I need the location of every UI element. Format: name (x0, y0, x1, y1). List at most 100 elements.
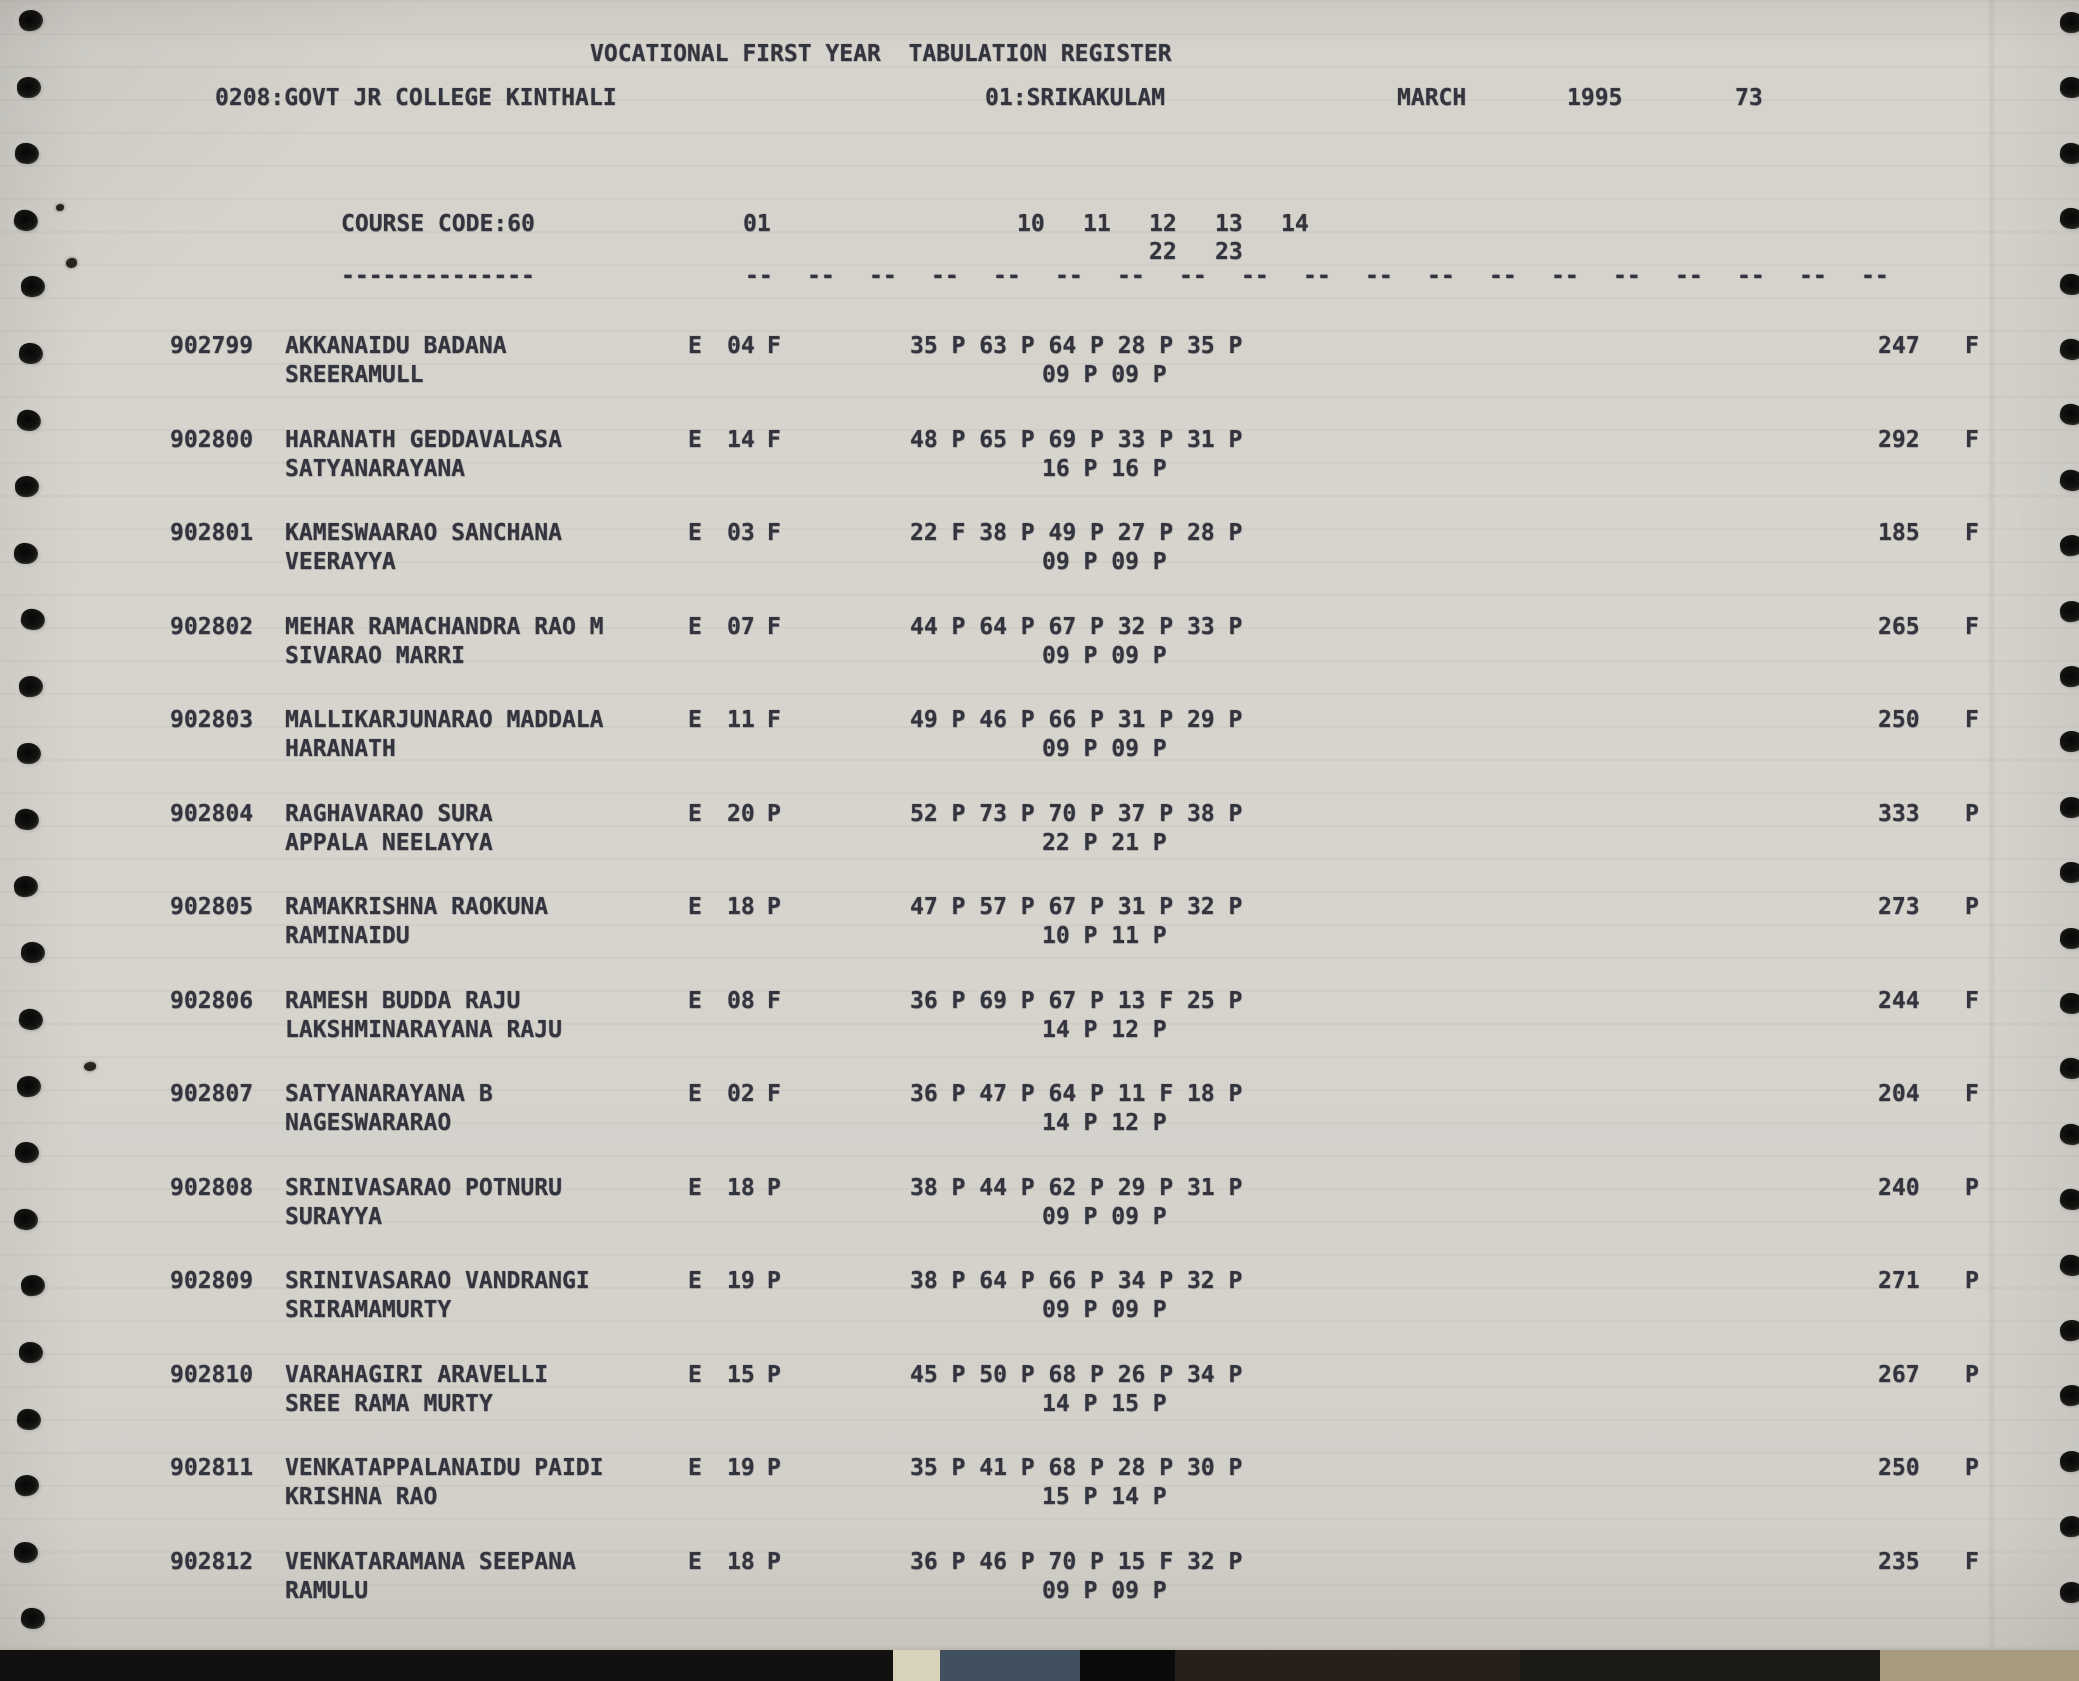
final-result: F (1965, 427, 1979, 453)
student-name-line1: RAMESH BUDDA RAJU (285, 988, 521, 1014)
punch-hole (2058, 533, 2079, 558)
punch-hole (14, 142, 41, 166)
punch-hole (18, 342, 44, 365)
paper01-result: F (767, 988, 781, 1014)
total-marks: 185 (1878, 520, 1920, 546)
subject-marks-line2: 09 P 09 P (1042, 736, 1167, 762)
punch-hole (2059, 796, 2079, 818)
column-dash: -- (993, 263, 1021, 289)
subject-marks-line2: 09 P 09 P (1042, 549, 1167, 575)
column-dash: -- (807, 263, 835, 289)
desk-shadow (1520, 1650, 1880, 1681)
punch-hole (2058, 1384, 2079, 1408)
final-result: F (1965, 1549, 1979, 1575)
ink-speck (66, 258, 77, 268)
column-header-subject: 12 (1149, 211, 1177, 237)
subject-marks-line2: 22 P 21 P (1042, 830, 1167, 856)
student-name-line2: APPALA NEELAYYA (285, 830, 493, 856)
subject-marks-line2: 09 P 09 P (1042, 1297, 1167, 1323)
paper01-result: F (767, 520, 781, 546)
punch-hole (2059, 927, 2079, 950)
paper01-marks: 19 (727, 1268, 755, 1294)
punch-hole (2058, 1252, 2079, 1278)
total-marks: 240 (1878, 1175, 1920, 1201)
student-roll-number: 902801 (170, 520, 254, 546)
final-result: F (1965, 614, 1979, 640)
desk-background (0, 1650, 2079, 1681)
student-roll-number: 902807 (170, 1081, 254, 1107)
paper01-marks: 08 (727, 988, 755, 1014)
paper01-marks: 07 (727, 614, 755, 640)
student-roll-number: 902811 (170, 1455, 254, 1481)
medium-code: E (688, 988, 702, 1014)
student-name-line2: SRIRAMAMURTY (285, 1297, 452, 1323)
student-roll-number: 902808 (170, 1175, 254, 1201)
paper-stack-edge (893, 1650, 940, 1681)
punch-hole (2058, 337, 2079, 362)
paper01-result: P (767, 1268, 781, 1294)
subject-marks-line2: 09 P 09 P (1042, 1578, 1167, 1604)
punch-hole (13, 542, 39, 565)
course-code-underline: -------------- (341, 263, 535, 289)
paper01-marks: 18 (727, 1175, 755, 1201)
total-marks: 265 (1878, 614, 1920, 640)
paper01-result: P (767, 894, 781, 920)
punch-hole (2058, 1122, 2079, 1147)
punch-hole (19, 607, 47, 633)
subject-marks-line2: 09 P 09 P (1042, 643, 1167, 669)
student-name-line1: VENKATARAMANA SEEPANA (285, 1549, 576, 1575)
student-name-line2: SURAYYA (285, 1204, 382, 1230)
paper01-marks: 20 (727, 801, 755, 827)
punch-hole (15, 1142, 40, 1164)
medium-code: E (688, 1268, 702, 1294)
final-result: P (1965, 1175, 1979, 1201)
page-number: 73 (1735, 85, 1763, 111)
medium-code: E (688, 1455, 702, 1481)
course-code-label: COURSE CODE:60 (341, 211, 535, 237)
total-marks: 267 (1878, 1362, 1920, 1388)
student-name-line1: AKKANAIDU BADANA (285, 333, 507, 359)
paper-fold-crease (1988, 0, 1996, 1652)
final-result: P (1965, 801, 1979, 827)
punch-hole (2059, 142, 2079, 165)
column-dash: -- (869, 263, 897, 289)
column-header-subject: 11 (1083, 211, 1111, 237)
student-name-line1: MEHAR RAMACHANDRA RAO M (285, 614, 604, 640)
student-roll-number: 902812 (170, 1549, 254, 1575)
ink-speck (56, 204, 64, 211)
column-dash: -- (1179, 263, 1207, 289)
punch-hole (16, 1074, 43, 1098)
punch-hole (16, 1407, 43, 1431)
student-name-line2: HARANATH (285, 736, 396, 762)
column-dash: -- (1551, 263, 1579, 289)
column-dash: -- (1613, 263, 1641, 289)
total-marks: 244 (1878, 988, 1920, 1014)
punch-hole (16, 76, 42, 98)
subject-marks-line1: 49 P 46 P 66 P 31 P 29 P (910, 707, 1243, 733)
subject-marks-line2: 14 P 12 P (1042, 1017, 1167, 1043)
punch-hole (2059, 1449, 2079, 1473)
paper01-marks: 18 (727, 894, 755, 920)
paper01-marks: 02 (727, 1081, 755, 1107)
subject-marks-line1: 47 P 57 P 67 P 31 P 32 P (910, 894, 1243, 920)
medium-code: E (688, 801, 702, 827)
college-code-name: 0208:GOVT JR COLLEGE KINTHALI (215, 85, 617, 111)
punch-hole (17, 8, 45, 33)
punch-hole (20, 942, 46, 964)
student-name-line1: SATYANARAYANA B (285, 1081, 493, 1107)
final-result: P (1965, 1455, 1979, 1481)
student-name-line1: HARANATH GEDDAVALASA (285, 427, 562, 453)
punch-hole (19, 1607, 46, 1631)
column-dash: -- (931, 263, 959, 289)
total-marks: 247 (1878, 333, 1920, 359)
student-roll-number: 902805 (170, 894, 254, 920)
column-dash: -- (1055, 263, 1083, 289)
paper01-marks: 03 (727, 520, 755, 546)
punch-hole (20, 275, 46, 298)
student-name-line1: VARAHAGIRI ARAVELLI (285, 1362, 549, 1388)
paper01-result: F (767, 1081, 781, 1107)
punch-hole (2060, 12, 2079, 33)
final-result: F (1965, 333, 1979, 359)
